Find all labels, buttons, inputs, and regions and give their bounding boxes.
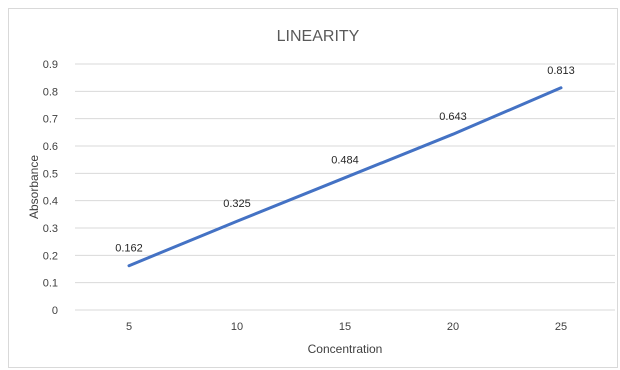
chart-title: LINEARITY <box>277 28 360 45</box>
y-tick-label: 0.4 <box>43 196 58 208</box>
y-tick-label: 0.2 <box>43 250 58 262</box>
series-line <box>127 86 563 268</box>
x-tick-label: 25 <box>555 321 567 333</box>
gridlines <box>75 63 615 311</box>
data-label: 0.484 <box>331 155 359 167</box>
x-tick-label: 20 <box>447 321 459 333</box>
series-group <box>127 86 563 268</box>
y-axis-label: Absorbance <box>27 155 41 219</box>
x-tick-label: 5 <box>126 321 132 333</box>
y-tick-label: 0.8 <box>43 86 58 98</box>
y-tick-label: 0.6 <box>43 141 58 153</box>
y-tick-label: 0 <box>52 305 58 317</box>
data-label: 0.162 <box>115 243 143 255</box>
y-tick-label: 0.5 <box>43 168 58 180</box>
x-tick-label: 10 <box>231 321 243 333</box>
y-tick-label: 0.9 <box>43 59 58 71</box>
chart-frame <box>8 8 618 368</box>
data-labels: 0.162 0.325 0.484 0.643 0.813 <box>115 65 575 255</box>
data-label: 0.813 <box>547 65 575 77</box>
y-tick-label: 0.7 <box>43 114 58 126</box>
y-tick-label: 0.1 <box>43 278 58 290</box>
x-axis-ticks: 5 10 15 20 25 <box>126 321 567 333</box>
x-axis-label: Concentration <box>308 342 383 356</box>
data-label: 0.643 <box>439 111 467 123</box>
x-tick-label: 15 <box>339 321 351 333</box>
data-label: 0.325 <box>223 198 251 210</box>
y-tick-label: 0.3 <box>43 223 58 235</box>
y-axis-ticks: 0 0.1 0.2 0.3 0.4 0.5 0.6 0.7 0.8 0.9 <box>43 59 58 317</box>
